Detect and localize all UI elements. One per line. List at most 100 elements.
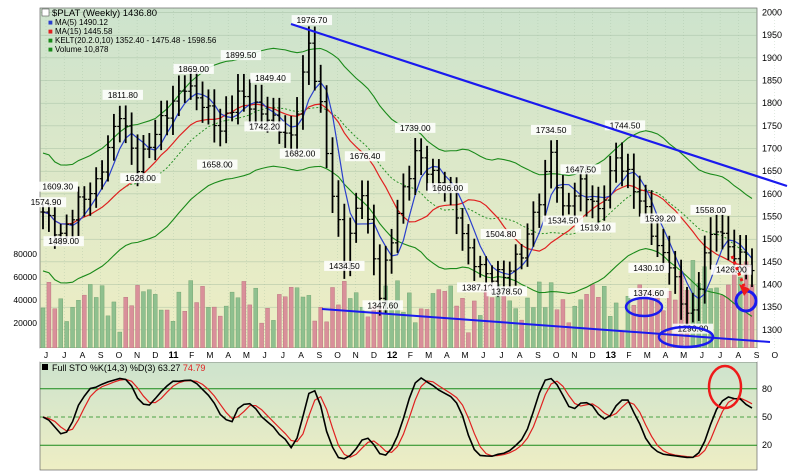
sto-k-line [42, 376, 753, 460]
volume-bar [596, 297, 601, 349]
x-tick-label: M [462, 350, 469, 360]
x-tick-label: D [590, 350, 596, 360]
x-tick-label: M [206, 350, 213, 360]
volume-bar [324, 321, 329, 349]
x-tick-label: J [62, 350, 66, 360]
upper-trendline [290, 22, 788, 188]
circle-oscillator [707, 364, 743, 410]
y-tick-label: 1450 [762, 257, 782, 267]
volume-bar [590, 284, 595, 349]
price-label: 1744.50 [610, 120, 641, 130]
price-label: 1519.10 [580, 223, 611, 233]
price-label: 1374.60 [633, 288, 664, 298]
price-label-bg [173, 63, 214, 74]
y-tick-label: 2000 [762, 8, 782, 18]
price-label: 1849.40 [255, 73, 286, 83]
volume-bar [40, 307, 46, 349]
arrow-head [739, 284, 750, 296]
volume-bar [70, 307, 75, 349]
x-tick-label: M [243, 350, 250, 360]
price-label: 1609.30 [42, 182, 73, 192]
volume-bar [359, 307, 365, 349]
x-tick-label: S [535, 350, 541, 360]
price-label: 1811.80 [108, 90, 138, 100]
x-tick-label: A [80, 350, 86, 360]
volume-bar [288, 287, 294, 349]
oscillator-title: Full STO %K(14,3) %D(3) 63.27 74.79 [52, 363, 205, 373]
price-label-bg [250, 72, 291, 83]
price-label: 1676.40 [350, 151, 381, 161]
volume-bar [513, 308, 518, 349]
volume-bar [454, 305, 459, 349]
price-label-bg [344, 151, 386, 162]
volume-bar [188, 280, 193, 349]
price-label-bg [220, 50, 262, 61]
volume-bar [543, 307, 548, 349]
price-label: 1976.70 [296, 15, 327, 25]
volume-bar [460, 298, 465, 349]
volume-bar [365, 316, 371, 349]
svg-text:■: ■ [48, 27, 53, 36]
x-tick-label: O [334, 350, 341, 360]
legend-ticker: $PLAT (Weekly) 1436.80 [52, 8, 157, 19]
x-tick-label: F [408, 350, 413, 360]
volume-bar [164, 309, 170, 349]
volume-bar [348, 298, 353, 349]
volume-bar [117, 331, 123, 349]
price-label: 1534.50 [548, 216, 579, 226]
price-label-bg [291, 15, 333, 26]
x-tick-label: M [680, 350, 687, 360]
volume-bar [312, 320, 317, 349]
price-label-bg [711, 264, 752, 275]
price-bars [40, 26, 755, 327]
volume-bar [218, 315, 223, 349]
volume-bar [418, 308, 424, 349]
volume-bar [170, 321, 176, 349]
y-axis: 1300 1350 1400 1450 1500 1550 1600 1650 1700 1750… [13, 8, 782, 335]
volume-bar [631, 305, 637, 349]
price-label: 1628.00 [125, 173, 156, 183]
x-tick-label: N [571, 350, 577, 360]
volume-bar [667, 290, 672, 349]
x-tick-label: J [281, 350, 285, 360]
volume-bar [182, 311, 188, 349]
x-axis: J J A S O N D 11 F M A M J J A S O N D 12 F M A M J J A S O N D 13 F M A M J… [40, 348, 778, 362]
price-label-bg [244, 121, 285, 132]
x-tick-label: A [444, 350, 450, 360]
x-tick-label: O [116, 350, 123, 360]
x-tick-label: A [298, 350, 304, 360]
volume-bar [111, 301, 117, 349]
price-label-bg [102, 89, 143, 100]
price-label-bg [486, 286, 528, 297]
volume-bar [584, 294, 589, 349]
x-tick-label: O [771, 350, 778, 360]
volume-bar [413, 322, 418, 349]
price-label-bg [628, 288, 669, 299]
legend-volume: Volume 10,878 [55, 45, 109, 54]
volume-bar [93, 297, 99, 349]
oscillator-legend: Full STO %K(14,3) %D(3) 63.27 74.79 [42, 363, 205, 373]
volume-bar [135, 285, 140, 349]
volume-bar [223, 305, 229, 349]
y-tick-label: 1400 [762, 280, 782, 290]
price-label-bg [628, 262, 669, 273]
price-label: 1742.20 [249, 121, 280, 131]
volume-bar [76, 300, 81, 349]
volume-bar [643, 291, 648, 349]
price-label-bg [690, 204, 731, 215]
price-label: 1426.00 [716, 265, 747, 275]
y-tick-label: 1650 [762, 166, 782, 176]
x-tick-label: A [736, 350, 742, 360]
price-label: 1658.00 [202, 160, 233, 170]
x-tick-label: 13 [606, 350, 617, 361]
x-tick-label: J [499, 350, 503, 360]
x-tick-label: J [263, 350, 267, 360]
volume-bar [300, 296, 306, 349]
volume-bar [200, 286, 205, 349]
price-label-bg [324, 260, 365, 271]
y-tick-label: 1500 [762, 234, 782, 244]
price-label: 1539.20 [645, 213, 676, 223]
x-tick-label: D [371, 350, 377, 360]
price-label-bg [672, 323, 714, 334]
